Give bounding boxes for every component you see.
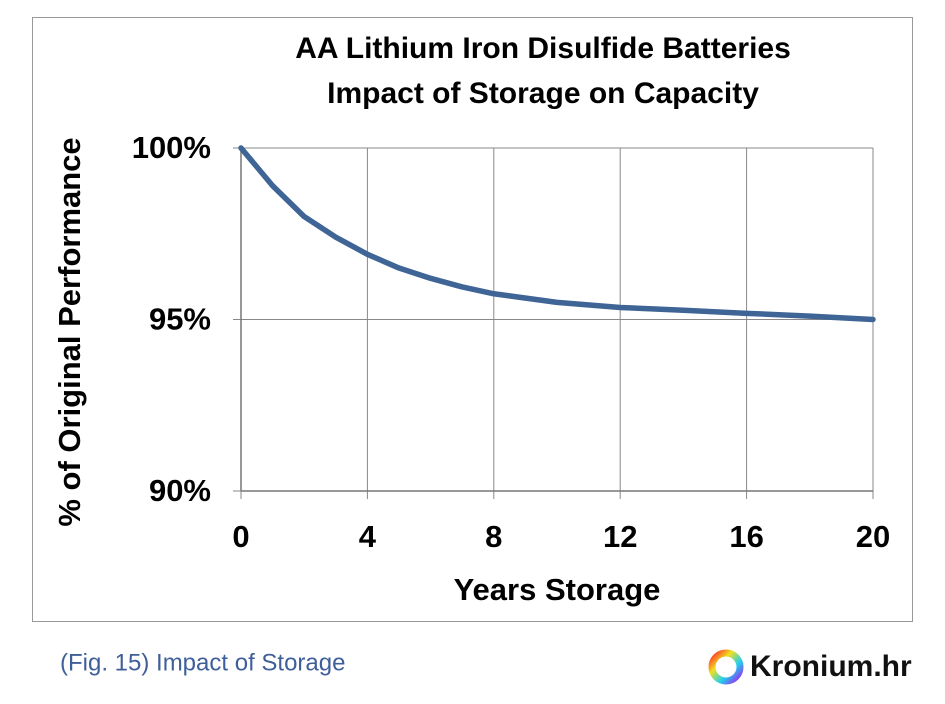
x-tick-label: 4 [359, 519, 377, 554]
y-tick-label: 95% [149, 302, 211, 337]
x-tick-label: 20 [856, 519, 890, 554]
x-tick-label: 0 [232, 519, 249, 554]
chart-title: AA Lithium Iron Disulfide Batteries [295, 32, 791, 65]
caption: (Fig. 15) Impact of Storage [60, 649, 345, 676]
y-tick-label: 90% [149, 473, 211, 508]
x-tick-label: 8 [485, 519, 502, 554]
logo: Kronium.hr [750, 650, 912, 683]
y-tick-label: 100% [132, 130, 211, 165]
data-line [238, 145, 876, 323]
chart-subtitle: Impact of Storage on Capacity [327, 77, 759, 110]
x-axis-label: Years Storage [454, 572, 661, 607]
y-axis-label: % of Original Performance [52, 137, 87, 526]
chart: AA Lithium Iron Disulfide Batteries Impa… [52, 32, 890, 607]
x-tick-label: 12 [603, 519, 637, 554]
logo-icon [708, 649, 744, 685]
x-tick-label: 16 [729, 519, 763, 554]
